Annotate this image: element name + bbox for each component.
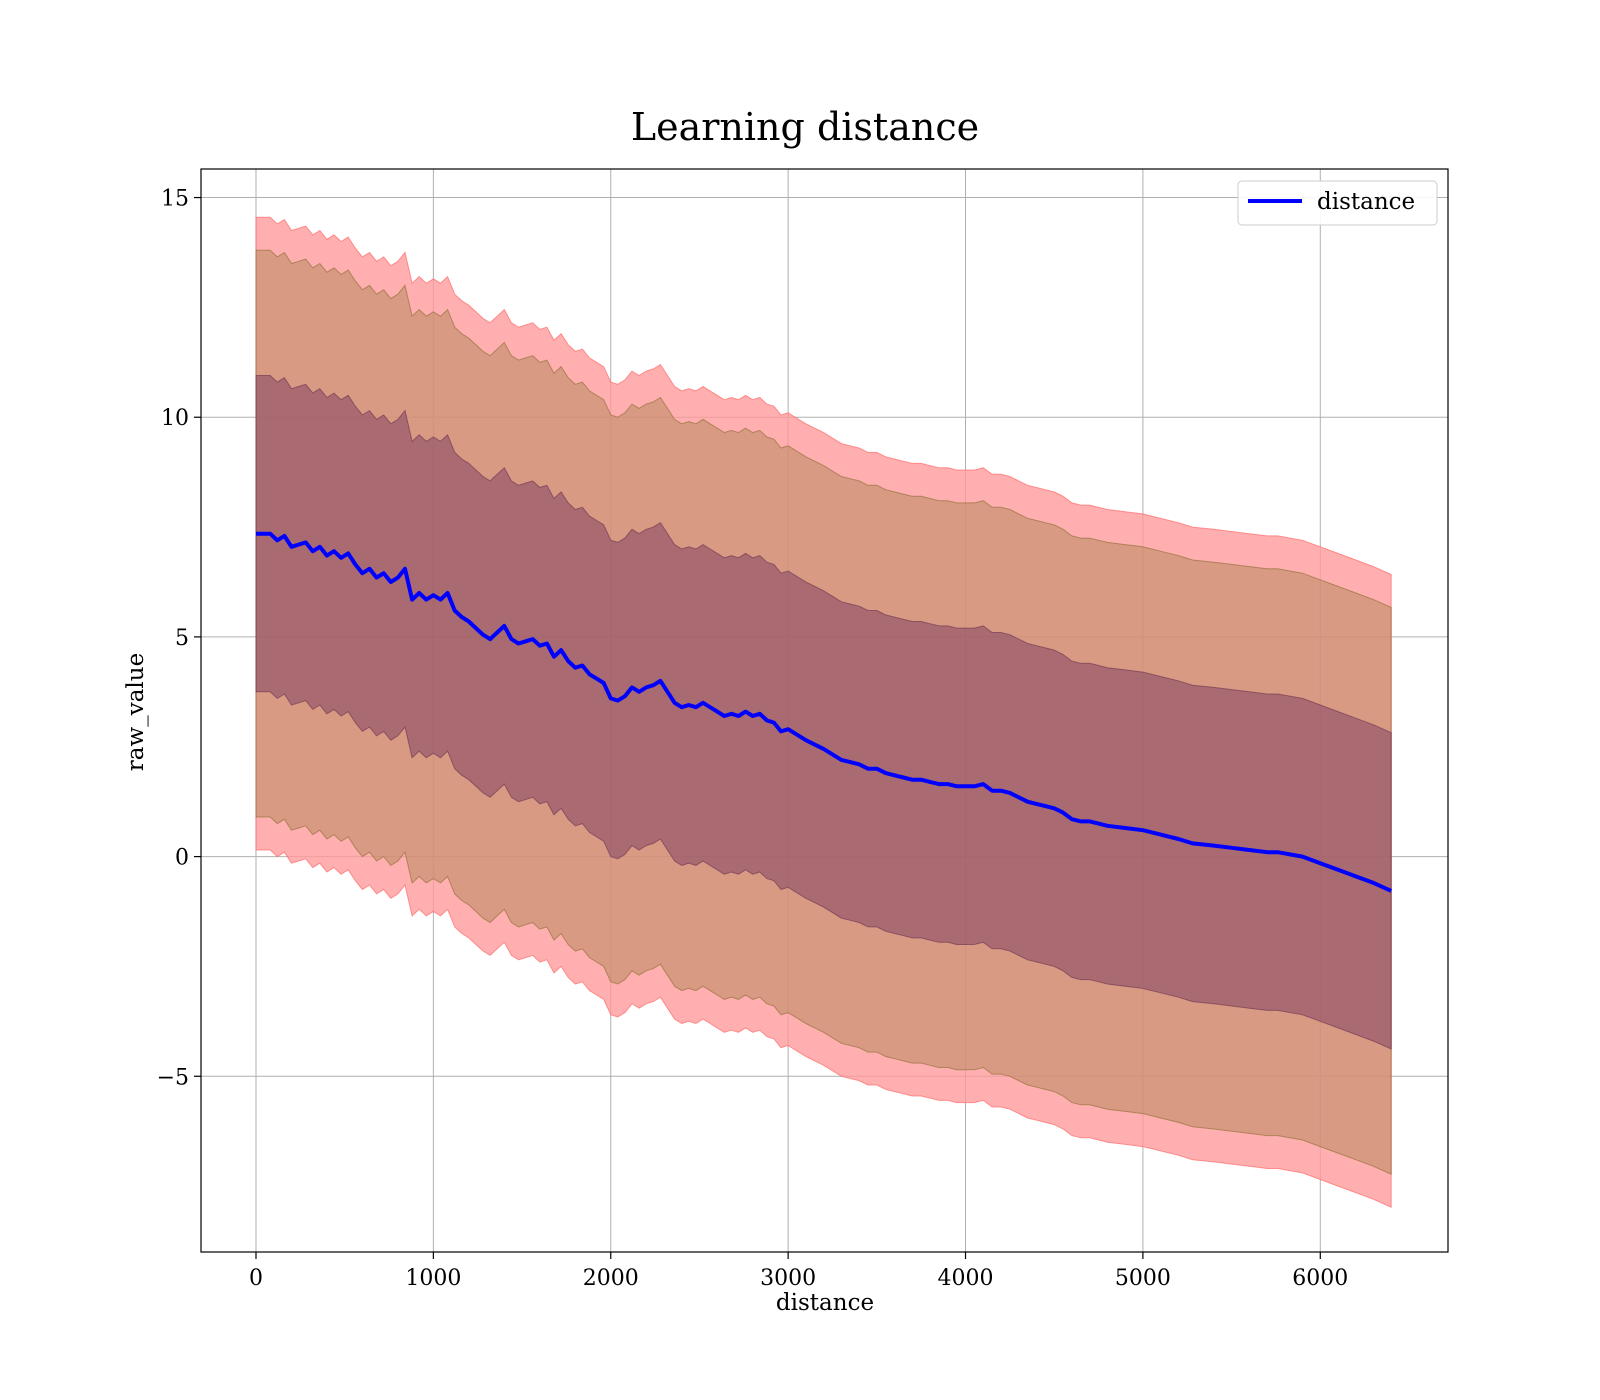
band-2 bbox=[255, 375, 1392, 1050]
x-tick-label-2: 2000 bbox=[583, 1266, 639, 1291]
axes-frame bbox=[200, 168, 1449, 1253]
x-axis-ticks: 0 1000 2000 3000 4000 5000 6000 bbox=[249, 1252, 1348, 1291]
y-tick-label-4: 15 bbox=[161, 187, 189, 212]
x-tick-label-6: 6000 bbox=[1292, 1266, 1348, 1291]
x-axis-label: distance bbox=[776, 1290, 874, 1316]
legend-box bbox=[1237, 180, 1438, 226]
x-tick-label-0: 0 bbox=[249, 1266, 263, 1291]
series-lines bbox=[256, 531, 1393, 893]
y-tick-label-1: 0 bbox=[175, 846, 189, 871]
legend: distance bbox=[1237, 180, 1438, 226]
confidence-bands bbox=[255, 216, 1392, 1208]
y-axis-ticks: −5 0 5 10 15 bbox=[157, 187, 201, 1090]
series-line-distance bbox=[256, 531, 1393, 893]
y-tick-label-2: 5 bbox=[175, 626, 189, 651]
x-tick-label-1: 1000 bbox=[405, 1266, 461, 1291]
x-tick-label-4: 4000 bbox=[938, 1266, 994, 1291]
legend-label-distance: distance bbox=[1317, 189, 1415, 215]
y-tick-label-0: −5 bbox=[157, 1065, 189, 1090]
x-tick-label-5: 5000 bbox=[1115, 1266, 1171, 1291]
y-axis-label: raw_value bbox=[123, 653, 149, 771]
x-tick-label-3: 3000 bbox=[760, 1266, 816, 1291]
chart-title: Learning distance bbox=[631, 105, 979, 149]
y-tick-label-3: 10 bbox=[161, 406, 189, 431]
